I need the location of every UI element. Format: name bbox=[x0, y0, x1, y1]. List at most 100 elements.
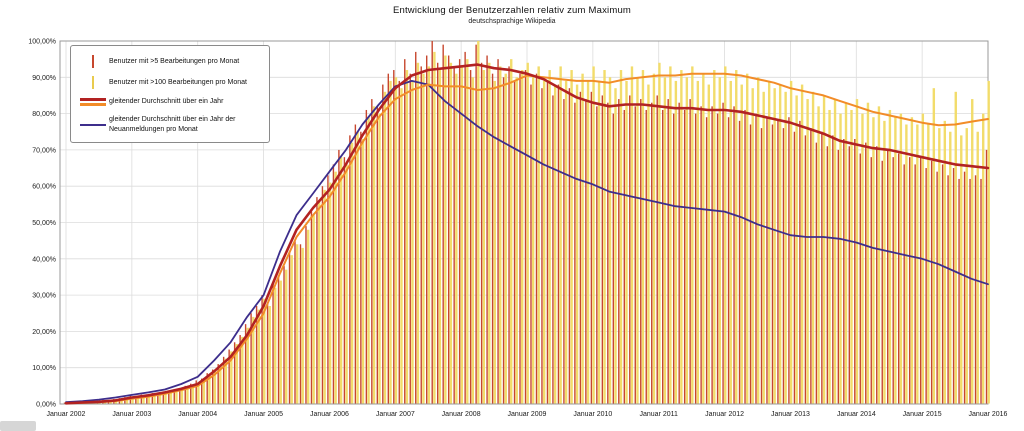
bar-over100 bbox=[521, 70, 524, 404]
y-tick-label: 10,00% bbox=[32, 365, 56, 372]
bar-over100 bbox=[729, 80, 732, 404]
bar-over100 bbox=[175, 390, 178, 404]
bar-over5 bbox=[491, 73, 494, 404]
bar-over5 bbox=[705, 117, 708, 404]
bar-over5 bbox=[431, 41, 433, 404]
bar-over5 bbox=[217, 364, 219, 404]
y-tick-label: 90,00% bbox=[32, 75, 56, 82]
bar-over100 bbox=[630, 66, 634, 404]
legend-box: Benutzer mit >5 Bearbeitungen pro Monat … bbox=[70, 45, 270, 144]
bar-over100 bbox=[411, 80, 414, 404]
bar-over100 bbox=[356, 131, 359, 404]
bar-over100 bbox=[208, 374, 211, 404]
chart-title: Entwicklung der Benutzerzahlen relativ z… bbox=[392, 5, 632, 16]
bar-over100 bbox=[147, 396, 151, 404]
bar-over5 bbox=[228, 349, 230, 404]
bar-over5 bbox=[530, 84, 532, 404]
bar-over100 bbox=[757, 77, 760, 404]
bar-over100 bbox=[702, 73, 705, 404]
bar-over5 bbox=[541, 88, 543, 404]
bar-over5 bbox=[497, 59, 499, 404]
bar-over5 bbox=[914, 164, 916, 404]
bar-over100 bbox=[965, 128, 968, 404]
bar-over100 bbox=[180, 388, 184, 404]
bar-over5 bbox=[266, 302, 269, 404]
bar-over5 bbox=[255, 305, 258, 404]
bar-over100 bbox=[855, 99, 859, 404]
bar-over5 bbox=[843, 139, 845, 404]
bar-over100 bbox=[493, 80, 496, 404]
bar-over5 bbox=[168, 390, 170, 404]
bar-over5 bbox=[151, 393, 154, 404]
bar-over100 bbox=[515, 77, 518, 404]
bar-over100 bbox=[866, 102, 870, 404]
bar-over100 bbox=[339, 157, 343, 404]
bar-over5 bbox=[887, 149, 889, 404]
bar-over5 bbox=[305, 226, 307, 404]
bar-over5 bbox=[958, 178, 960, 404]
bar-over5 bbox=[190, 383, 192, 404]
bar-over5 bbox=[930, 160, 933, 404]
bar-over100 bbox=[696, 80, 700, 404]
legend-item-moving-average: gleitender Durchschnitt über ein Jahr bbox=[77, 97, 261, 107]
bar-over100 bbox=[767, 80, 771, 404]
bar-over5 bbox=[716, 113, 719, 404]
bar-over5 bbox=[415, 51, 417, 404]
bar-over100 bbox=[872, 117, 875, 404]
bar-over5 bbox=[288, 251, 291, 404]
bar-over100 bbox=[762, 91, 765, 404]
bar-over100 bbox=[224, 358, 228, 404]
bar-over5 bbox=[563, 99, 565, 404]
x-tick-label: Januar 2014 bbox=[837, 411, 876, 418]
bar-over100 bbox=[136, 397, 140, 404]
bar-over5 bbox=[261, 295, 263, 404]
bar-over100 bbox=[400, 88, 403, 404]
bar-over100 bbox=[279, 280, 282, 404]
bar-over5 bbox=[859, 153, 861, 404]
bar-over100 bbox=[553, 84, 557, 404]
bar-over5 bbox=[727, 117, 730, 404]
bar-over100 bbox=[800, 84, 804, 404]
bar-over100 bbox=[982, 113, 985, 404]
y-tick-label: 80,00% bbox=[32, 111, 56, 118]
bar-over5 bbox=[908, 157, 911, 404]
bar-over5 bbox=[135, 396, 137, 404]
x-tick-label: Januar 2015 bbox=[903, 411, 942, 418]
bar-over100 bbox=[416, 62, 420, 404]
bar-over5 bbox=[486, 55, 488, 404]
bar-over100 bbox=[389, 80, 392, 404]
bar-over5 bbox=[623, 109, 625, 404]
bar-over5 bbox=[629, 95, 631, 404]
bar-over100 bbox=[619, 70, 623, 404]
bar-over5 bbox=[738, 120, 741, 404]
bar-over100 bbox=[169, 391, 173, 404]
legend-label: Benutzer mit >5 Bearbeitungen pro Monat bbox=[109, 57, 240, 65]
bar-over100 bbox=[449, 62, 453, 404]
bar-over5 bbox=[409, 73, 411, 404]
x-tick-label: Januar 2011 bbox=[640, 411, 679, 418]
bar-over5 bbox=[162, 391, 164, 404]
bar-over5 bbox=[513, 80, 516, 404]
bar-over5 bbox=[535, 73, 538, 404]
bar-over5 bbox=[568, 88, 571, 404]
bar-over5 bbox=[552, 95, 554, 404]
bar-over5 bbox=[766, 117, 768, 404]
bar-over100 bbox=[564, 80, 568, 404]
bar-over100 bbox=[361, 139, 365, 404]
bar-over100 bbox=[806, 99, 809, 404]
bar-over5 bbox=[469, 70, 472, 404]
bar-over5 bbox=[436, 62, 439, 404]
bar-over100 bbox=[252, 316, 255, 404]
bar-over5 bbox=[420, 66, 422, 404]
legend-label: gleitender Durchschnitt über ein Jahr bbox=[109, 98, 224, 105]
bar-over5 bbox=[585, 99, 587, 404]
x-tick-label: Januar 2009 bbox=[508, 411, 547, 418]
bar-over5 bbox=[157, 393, 159, 404]
bar-over100 bbox=[685, 77, 689, 404]
bar-over5 bbox=[651, 102, 653, 404]
bar-over100 bbox=[125, 397, 129, 404]
bar-over5 bbox=[146, 395, 148, 404]
bar-over5 bbox=[211, 369, 214, 404]
bar-over100 bbox=[372, 106, 376, 404]
bar-over100 bbox=[976, 131, 979, 404]
